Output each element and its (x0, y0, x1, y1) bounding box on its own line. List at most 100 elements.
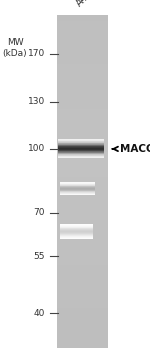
Bar (57, 264, 108, 267)
Text: 170: 170 (28, 49, 45, 58)
Bar (57, 123, 108, 125)
Bar (58, 157, 104, 158)
Bar (60, 184, 94, 185)
Bar (57, 93, 108, 95)
Bar (57, 318, 108, 320)
Bar (57, 113, 108, 116)
Bar (58, 147, 104, 148)
Bar (57, 339, 108, 341)
Bar (58, 154, 104, 155)
Bar (57, 84, 108, 86)
Bar (57, 238, 108, 240)
Text: 130: 130 (28, 97, 45, 106)
Bar (57, 221, 108, 223)
Bar (57, 67, 108, 69)
Bar (58, 155, 104, 156)
Bar (57, 130, 108, 132)
Bar (60, 190, 94, 191)
Bar (57, 315, 108, 316)
Bar (57, 102, 108, 104)
Bar (57, 32, 108, 34)
Bar (58, 146, 104, 147)
Bar (60, 237, 93, 238)
Bar (57, 158, 108, 160)
Bar (60, 229, 93, 230)
Bar (57, 122, 108, 124)
Bar (60, 235, 93, 236)
Bar (57, 250, 108, 252)
Bar (57, 168, 108, 170)
Bar (58, 145, 104, 147)
Bar (57, 311, 108, 313)
Bar (57, 22, 108, 24)
Bar (58, 157, 104, 158)
Bar (57, 173, 108, 175)
Text: MACC1: MACC1 (120, 144, 150, 154)
Bar (57, 155, 108, 157)
Bar (57, 268, 108, 270)
Bar (57, 147, 108, 149)
Bar (60, 187, 94, 188)
Bar (57, 255, 108, 256)
Bar (57, 236, 108, 238)
Bar (57, 45, 108, 47)
Bar (57, 176, 108, 179)
Bar (57, 341, 108, 343)
Bar (57, 69, 108, 71)
Bar (58, 152, 104, 153)
Bar (57, 40, 108, 42)
Bar (60, 185, 94, 186)
Bar (57, 17, 108, 19)
Bar (57, 63, 108, 65)
Bar (57, 321, 108, 323)
Bar (60, 226, 93, 227)
Bar (57, 103, 108, 105)
Bar (57, 120, 108, 122)
Bar (60, 183, 94, 184)
Bar (57, 220, 108, 222)
Bar (57, 258, 108, 260)
Bar (57, 308, 108, 310)
Text: A431: A431 (75, 0, 99, 9)
Bar (58, 152, 104, 153)
Bar (60, 188, 94, 189)
Bar (57, 35, 108, 37)
Bar (57, 110, 108, 112)
Bar (60, 228, 93, 229)
Bar (57, 105, 108, 107)
Bar (57, 261, 108, 263)
Bar (57, 138, 108, 140)
Bar (57, 39, 108, 41)
Bar (57, 178, 108, 180)
Bar (57, 240, 108, 242)
Bar (58, 145, 104, 146)
Bar (57, 145, 108, 147)
Bar (57, 117, 108, 119)
Bar (57, 140, 108, 142)
Bar (57, 206, 108, 208)
Bar (57, 251, 108, 253)
Bar (57, 266, 108, 268)
Text: 70: 70 (33, 208, 45, 218)
Bar (58, 155, 104, 156)
Bar (57, 271, 108, 273)
Bar (57, 328, 108, 330)
Bar (57, 57, 108, 59)
Bar (57, 161, 108, 164)
Bar (57, 85, 108, 87)
Bar (57, 52, 108, 54)
Bar (57, 148, 108, 150)
Bar (57, 300, 108, 301)
Text: MW
(kDa): MW (kDa) (3, 38, 27, 58)
Bar (57, 78, 108, 80)
Bar (57, 132, 108, 134)
Bar (57, 200, 108, 202)
Bar (60, 191, 94, 192)
Bar (60, 225, 93, 226)
Bar (60, 192, 94, 193)
Bar (57, 88, 108, 90)
Bar (57, 182, 108, 183)
Bar (60, 231, 93, 232)
Bar (58, 144, 104, 145)
Bar (57, 172, 108, 174)
